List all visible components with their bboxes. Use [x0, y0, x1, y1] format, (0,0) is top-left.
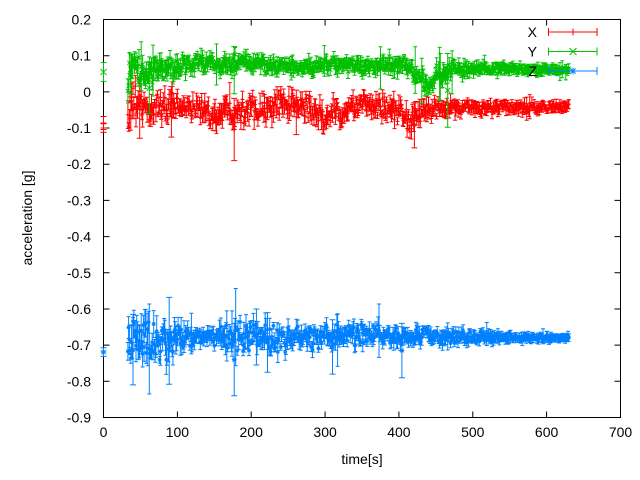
legend-label-X: X — [528, 24, 538, 40]
y-tick-label: -0.7 — [67, 337, 91, 353]
y-tick-label: -0.4 — [67, 229, 91, 245]
series-X-markers — [100, 84, 571, 132]
legend-label-Y: Y — [528, 44, 538, 60]
y-tick-label: -0.6 — [67, 301, 91, 317]
x-axis-title: time[s] — [341, 451, 383, 467]
x-tick-label: 400 — [387, 424, 411, 440]
y-tick-label: -0.5 — [67, 265, 91, 281]
x-tick-label: 600 — [535, 424, 559, 440]
plot-border — [103, 19, 621, 418]
x-tick-label: 300 — [313, 424, 337, 440]
y-tick-label: -0.3 — [67, 192, 91, 208]
y-tick-label: -0.1 — [67, 120, 91, 136]
y-tick-label: 0.2 — [72, 12, 92, 28]
legend-sample-Z — [548, 67, 598, 75]
series-Z-markers — [100, 319, 571, 363]
y-tick-label: -0.8 — [67, 373, 91, 389]
y-axis-title: acceleration [g] — [19, 170, 35, 266]
legend-sample-X — [548, 28, 598, 36]
y-tick-label: -0.2 — [67, 156, 91, 172]
x-tick-label: 200 — [240, 424, 264, 440]
y-tick-label: 0.1 — [72, 48, 92, 64]
x-tick-label: 100 — [166, 424, 190, 440]
y-tick-label: 0 — [83, 84, 91, 100]
y-tick-label: -0.9 — [67, 410, 91, 426]
x-tick-label: 500 — [461, 424, 485, 440]
series-Y-markers — [100, 52, 572, 96]
x-tick-label: 0 — [100, 424, 108, 440]
legend-sample-Y — [548, 47, 598, 56]
legend-label-Z: Z — [528, 63, 537, 79]
axis-ticks — [103, 19, 621, 418]
x-tick-label: 700 — [609, 424, 633, 440]
